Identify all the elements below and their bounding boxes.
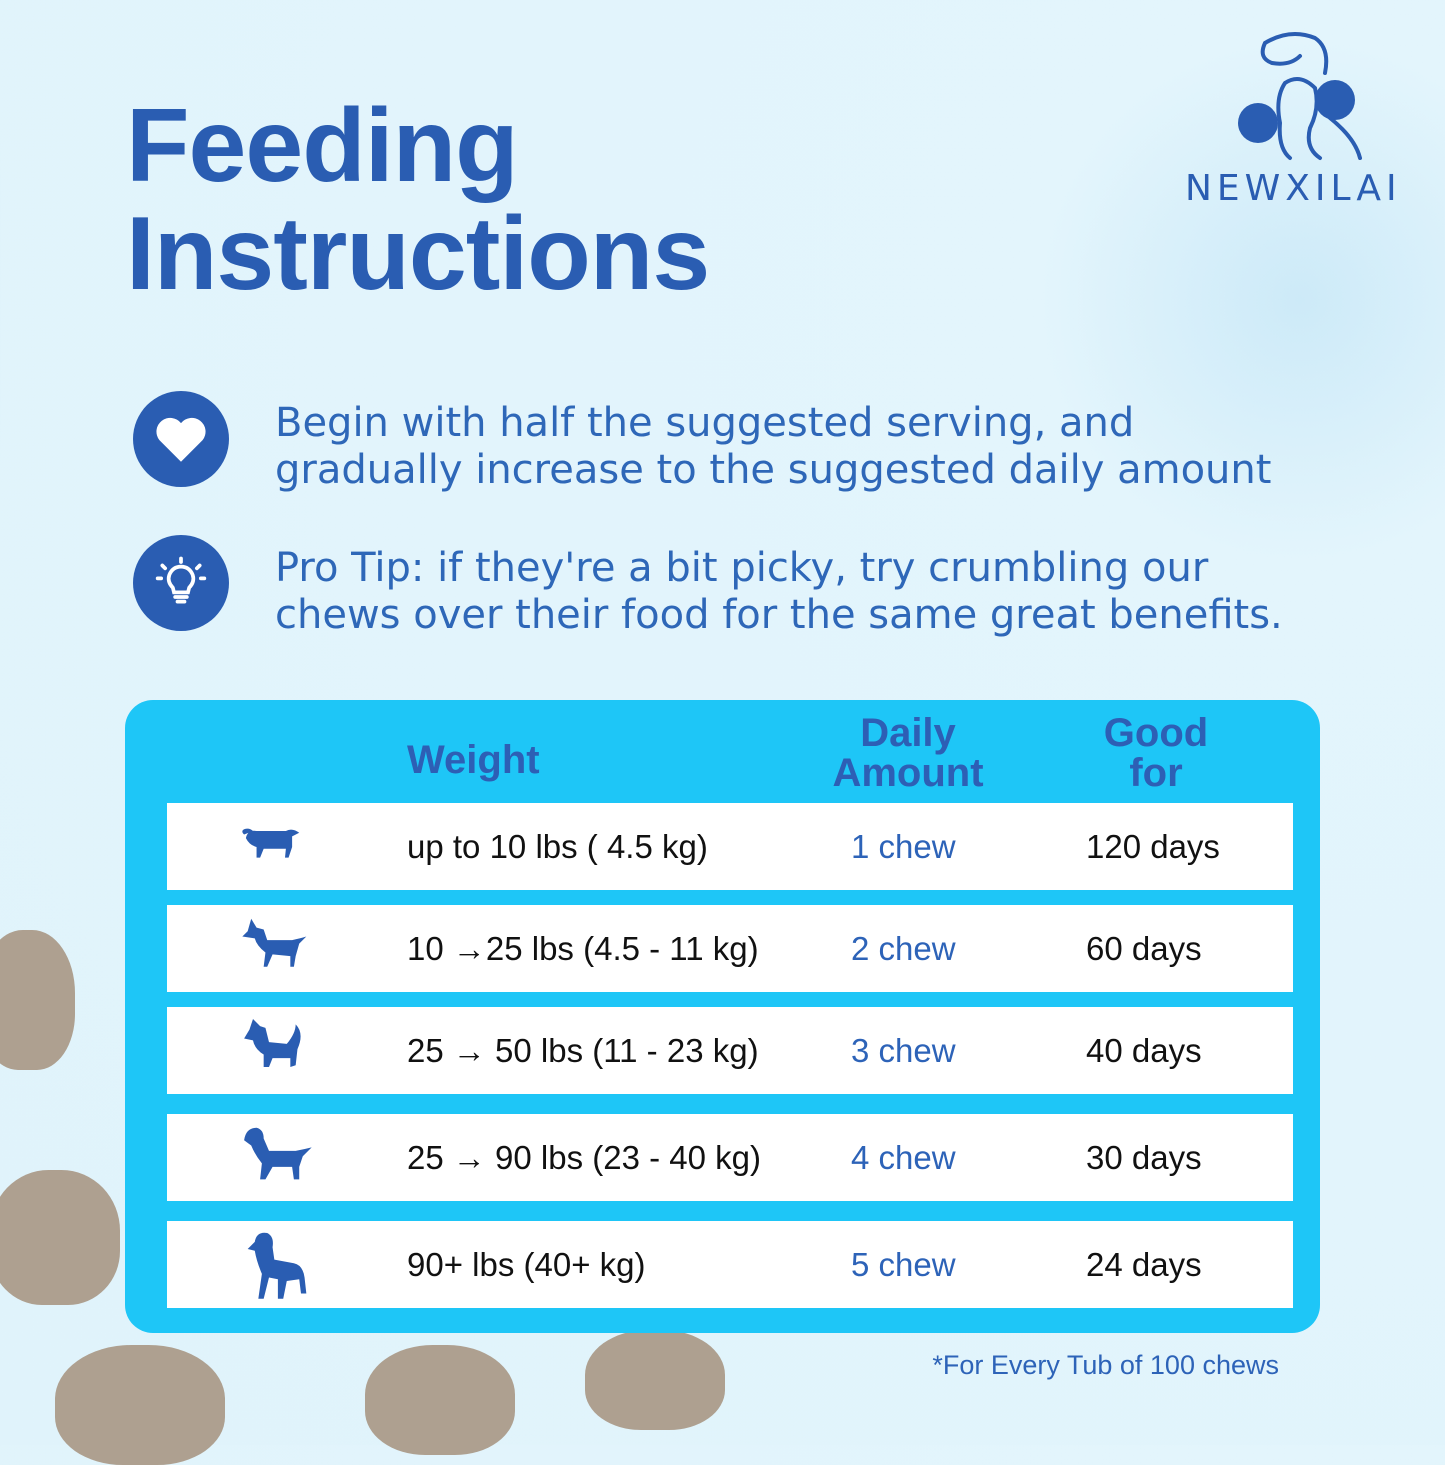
feeding-table: Weight Daily Amount Good for up to 10 lb…	[125, 700, 1320, 1333]
chew-image	[0, 930, 75, 1070]
table-row: 10 →25 lbs (4.5 - 11 kg) 2 chew 60 days	[167, 905, 1293, 992]
small-dog-icon	[242, 918, 307, 967]
medium-dog-icon	[244, 1019, 301, 1067]
table-row: 25 → 50 lbs (11 - 23 kg) 3 chew 40 days	[167, 1007, 1293, 1094]
daily-amount-cell: 1 chew	[851, 828, 956, 865]
daily-amount-cell: 3 chew	[851, 1032, 956, 1069]
good-for-cell: 30 days	[1086, 1139, 1202, 1176]
header-weight: Weight	[407, 738, 540, 782]
good-for-cell: 120 days	[1086, 828, 1220, 865]
daily-amount-cell: 5 chew	[851, 1246, 956, 1283]
weight-cell: 25 → 90 lbs (23 - 40 kg)	[407, 1139, 762, 1176]
header-good-for: Good for	[1103, 711, 1209, 795]
weight-cell: 10 →25 lbs (4.5 - 11 kg)	[407, 930, 759, 967]
good-for-cell: 60 days	[1086, 930, 1202, 967]
tip-text: Begin with half the suggested serving, a…	[275, 400, 1272, 493]
daily-amount-cell: 4 chew	[851, 1139, 956, 1176]
footnote: *For Every Tub of 100 chews	[932, 1350, 1279, 1380]
chew-image	[365, 1345, 515, 1455]
weight-cell: 25 → 50 lbs (11 - 23 kg)	[407, 1032, 759, 1069]
large-dog-icon	[244, 1127, 312, 1180]
giant-dog-icon	[247, 1232, 307, 1299]
tip-text: Pro Tip: if they're a bit picky, try cru…	[275, 545, 1283, 638]
page-title: Feeding Instructions	[126, 88, 710, 312]
table-row: 25 → 90 lbs (23 - 40 kg) 4 chew 30 days	[167, 1114, 1293, 1201]
chew-image	[55, 1345, 225, 1465]
header-daily-amount: Daily Amount	[832, 711, 984, 795]
daily-amount-cell: 2 chew	[851, 930, 956, 967]
chew-image	[585, 1330, 725, 1430]
table-row: 90+ lbs (40+ kg) 5 chew 24 days	[167, 1221, 1293, 1308]
weight-cell: up to 10 lbs ( 4.5 kg)	[407, 828, 708, 865]
table-row: up to 10 lbs ( 4.5 kg) 1 chew 120 days	[167, 803, 1293, 890]
lightbulb-icon	[133, 535, 229, 631]
weight-cell: 90+ lbs (40+ kg)	[407, 1246, 646, 1283]
dog-cat-logo-icon	[1238, 32, 1362, 160]
brand-logo: NEWXILAI	[1180, 28, 1420, 213]
chew-image	[0, 1170, 120, 1305]
small-dog-icon	[242, 828, 300, 858]
heart-icon	[133, 391, 229, 487]
good-for-cell: 40 days	[1086, 1032, 1202, 1069]
good-for-cell: 24 days	[1086, 1246, 1202, 1283]
